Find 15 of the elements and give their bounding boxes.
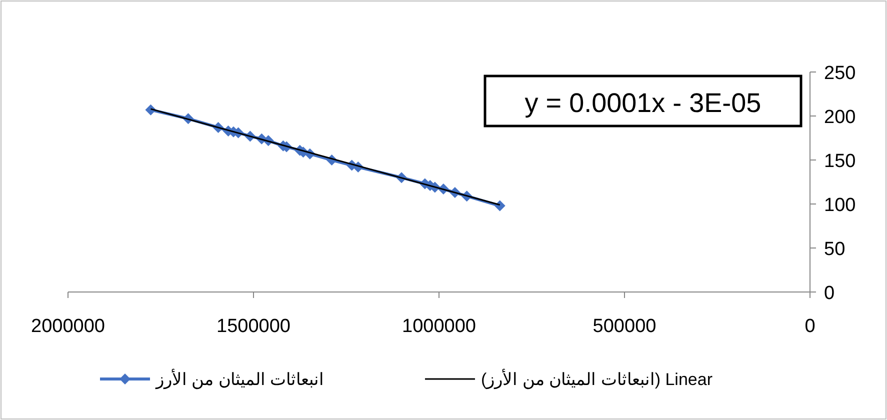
annotation: y = 0.0001x - 3E-05 <box>524 88 762 118</box>
x-tick-label: 1000000 <box>402 316 476 337</box>
legend-label: انبعاثات الميثان من الأرز <box>155 369 324 390</box>
x-tick-label: 2000000 <box>31 316 105 337</box>
point <box>494 200 506 212</box>
y-tick-label: 200 <box>824 107 856 128</box>
x-tick-label: 500000 <box>592 316 656 337</box>
y-tick-label: 150 <box>824 151 856 172</box>
y-tick-label: 100 <box>824 195 856 216</box>
y-tick-label: 0 <box>824 283 835 304</box>
legend-label: Linear (انبعاثات الميثان من الأرز) <box>481 369 713 390</box>
y-tick-label: 250 <box>824 63 856 84</box>
y-tick-label: 50 <box>824 239 846 260</box>
x-tick-label: 0 <box>804 316 816 337</box>
x-tick-label: 1500000 <box>216 316 290 337</box>
